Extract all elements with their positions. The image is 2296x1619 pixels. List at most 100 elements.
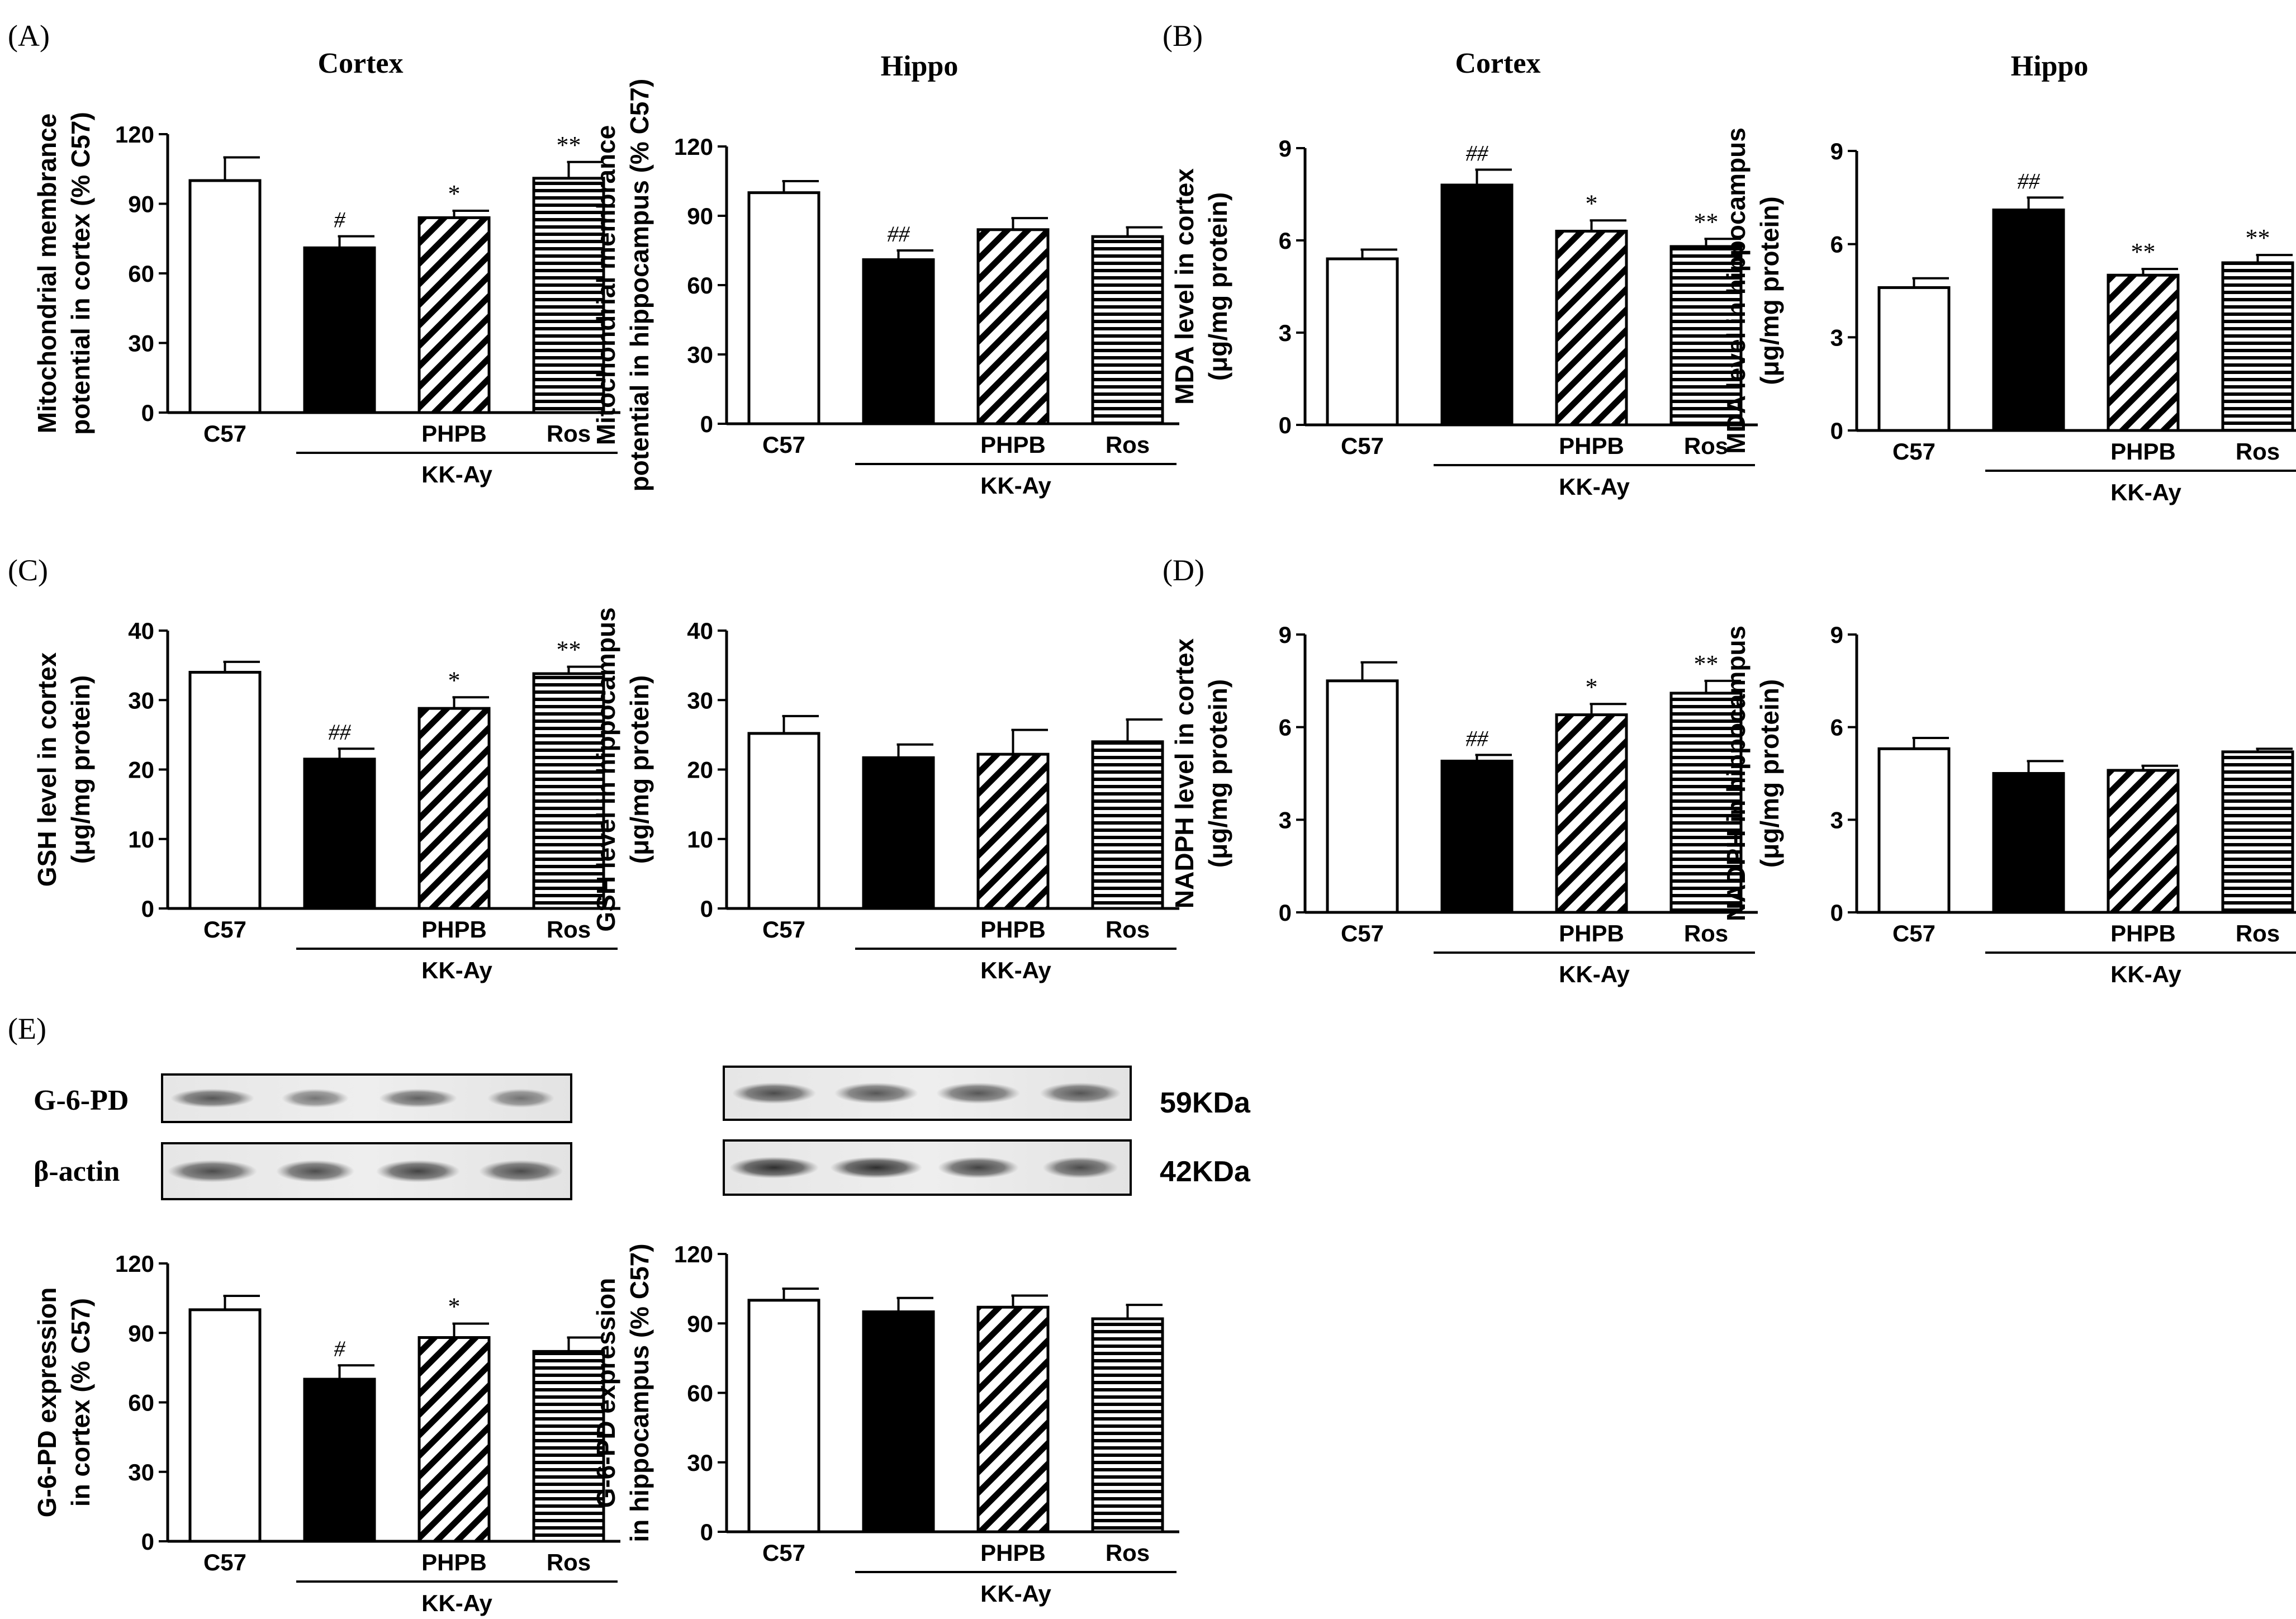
blot-band (936, 1082, 1021, 1104)
x-category-label: PHPB (421, 1549, 487, 1575)
x-category-label: PHPB (421, 916, 487, 943)
group-label: KK-Ay (2110, 961, 2181, 987)
y-tick-label: 6 (1279, 228, 1292, 254)
group-label: KK-Ay (2110, 479, 2181, 505)
x-category-label: C57 (762, 432, 805, 458)
y-axis-label: in hippocampus (% C57) (625, 1243, 654, 1542)
blot-band (830, 1157, 923, 1178)
significance-mark: ## (888, 221, 910, 247)
blot-band (729, 1157, 819, 1178)
significance-mark: ** (1694, 208, 1719, 235)
x-category-label: PHPB (1559, 433, 1624, 459)
bar-c57 (188, 1308, 262, 1543)
y-tick-label: 90 (687, 203, 713, 229)
x-category-label: Ros (1684, 920, 1728, 946)
bar-phpb (418, 707, 491, 910)
significance-mark: ## (1466, 141, 1489, 166)
y-tick-label: 0 (141, 400, 154, 426)
bar-c57 (747, 1299, 820, 1533)
group-label: KK-Ay (421, 461, 492, 487)
y-axis-label: in cortex (% C57) (66, 1298, 95, 1507)
y-tick-label: 40 (687, 618, 713, 644)
y-axis-label: Mitochondrial membrance (591, 125, 620, 446)
x-category-label: C57 (762, 916, 805, 943)
y-tick-label: 6 (1830, 714, 1843, 741)
x-category-label: C57 (1341, 433, 1384, 459)
chart-a-hippo-mito: Hippo 0 30 60 90 120 Mitochondrial membrance po… (591, 50, 1179, 499)
bar-phpb (1555, 230, 1628, 427)
bar-ros (1669, 692, 1743, 914)
significance-mark: ** (1694, 650, 1719, 678)
group-label: KK-Ay (980, 1580, 1051, 1607)
y-tick-label: 0 (1830, 418, 1843, 444)
significance-mark: ** (2246, 224, 2270, 252)
panel-label-a: (A) (8, 19, 50, 53)
bar-c57 (747, 191, 820, 425)
group-label: KK-Ay (980, 957, 1051, 983)
bar-ros (1669, 245, 1743, 427)
bar-c57 (1877, 747, 1951, 914)
bar-c57 (1877, 286, 1951, 432)
y-tick-label: 3 (1830, 324, 1843, 351)
y-axis-label: GSH level in cortex (32, 652, 61, 887)
blot-band (937, 1157, 1019, 1178)
significance-mark: ** (557, 636, 581, 664)
x-category-label: C57 (762, 1540, 805, 1566)
y-tick-label: 6 (1279, 714, 1292, 741)
y-axis-label: potential in cortex (% C57) (66, 112, 95, 435)
chart-title: Cortex (1455, 48, 1540, 79)
bar-ros (1091, 740, 1164, 910)
bar-ros (532, 1350, 605, 1543)
group-label: KK-Ay (1559, 961, 1630, 987)
bar-c57 (188, 179, 262, 414)
bar-kkay (303, 758, 376, 910)
y-axis-label: MDA level in hippocampus (1721, 127, 1751, 454)
bar-c57 (747, 732, 820, 910)
western-blot: G-6-PD β-actin 59KDa 42KDa (34, 1066, 1251, 1200)
y-tick-label: 30 (687, 1450, 713, 1476)
bar-phpb (2107, 769, 2180, 914)
x-category-label: Ros (1684, 433, 1728, 459)
x-category-label: PHPB (421, 420, 487, 447)
y-tick-label: 60 (687, 272, 713, 299)
bar-kkay (1440, 759, 1514, 914)
group-label: KK-Ay (421, 1590, 492, 1616)
panel-label-b: (B) (1163, 19, 1203, 53)
blot-kda-59: 59KDa (1160, 1087, 1251, 1119)
blot-band (479, 1160, 563, 1182)
y-tick-label: 120 (674, 1241, 713, 1267)
significance-mark: ## (2018, 168, 2041, 193)
y-tick-label: 20 (687, 757, 713, 783)
x-category-label: C57 (1341, 920, 1384, 946)
y-tick-label: 0 (700, 1519, 713, 1545)
y-tick-label: 9 (1830, 622, 1843, 648)
x-category-label: C57 (203, 1549, 246, 1575)
chart-title: Hippo (2011, 50, 2089, 82)
blot-band (487, 1088, 554, 1108)
y-tick-label: 9 (1830, 138, 1843, 164)
y-tick-label: 0 (141, 896, 154, 922)
bar-ros (532, 672, 605, 910)
bar-ros (2221, 750, 2294, 914)
bar-kkay (862, 756, 935, 910)
y-tick-label: 3 (1279, 320, 1292, 346)
bar-ros (2221, 261, 2294, 432)
y-tick-label: 60 (128, 261, 154, 287)
blot-band (376, 1160, 460, 1182)
bar-kkay (303, 1377, 376, 1543)
x-category-label: PHPB (2110, 438, 2176, 465)
bar-kkay (862, 258, 935, 425)
chart-title: Cortex (317, 48, 403, 79)
y-tick-label: 6 (1830, 231, 1843, 258)
y-tick-label: 0 (141, 1528, 154, 1555)
x-category-label: PHPB (980, 1540, 1046, 1566)
y-axis-label: (μg/mg protein) (1755, 196, 1784, 385)
y-axis-label: (μg/mg protein) (625, 675, 654, 864)
y-axis-label: G-6-PD expression (591, 1278, 620, 1508)
blot-band (834, 1082, 918, 1104)
x-category-label: C57 (1892, 438, 1936, 465)
panel-label-c: (C) (8, 553, 48, 587)
chart-b-cortex-mda: Cortex 0 3 6 9 MDA level in cortex (μg/mg prot… (1170, 48, 1758, 500)
panel-label-e: (E) (8, 1012, 46, 1045)
y-tick-label: 90 (687, 1310, 713, 1337)
